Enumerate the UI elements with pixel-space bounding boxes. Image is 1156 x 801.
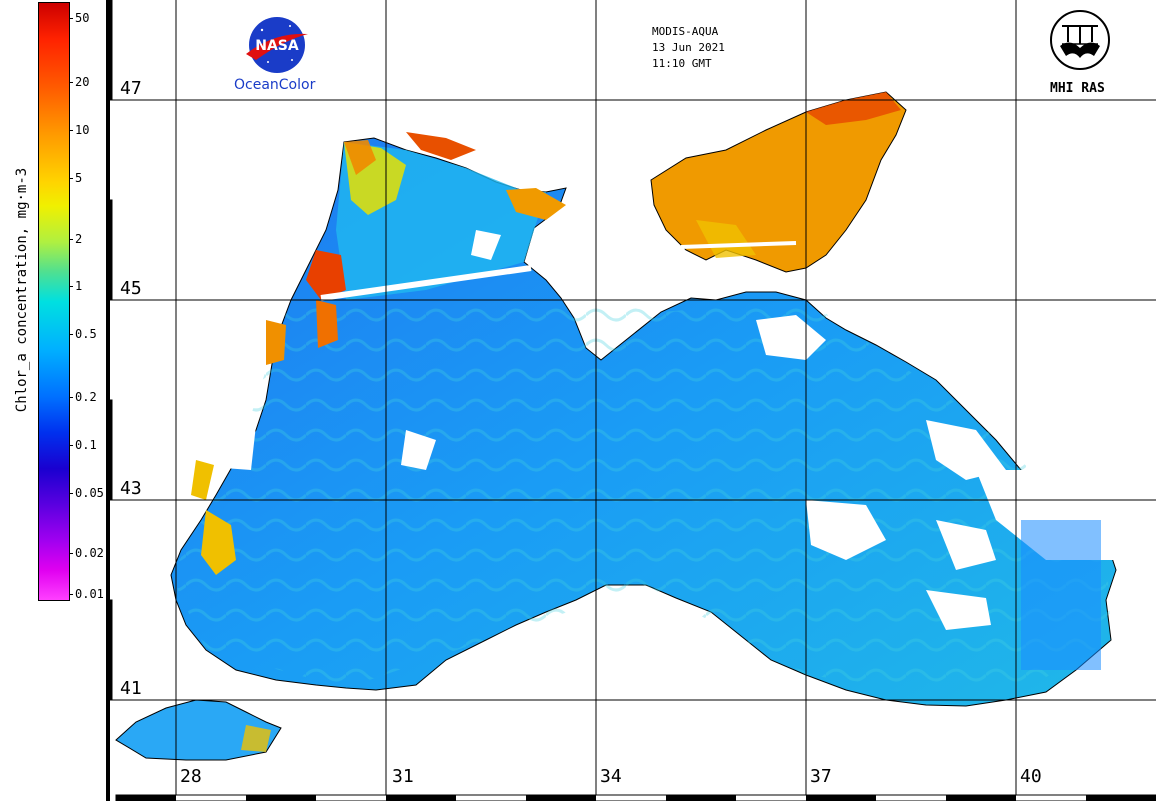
- image-header: MODIS-AQUA 13 Jun 2021 11:10 GMT: [652, 24, 725, 72]
- sensor-name: MODIS-AQUA: [652, 25, 719, 38]
- colorbar-tick: 0.02: [69, 547, 104, 559]
- lon-label: 34: [600, 766, 622, 787]
- colorbar-tick: 50: [69, 12, 89, 24]
- acquisition-date: 13 Jun 2021: [652, 41, 725, 54]
- nasa-logo-icon: NASA: [246, 17, 308, 73]
- lon-label: 40: [1020, 766, 1042, 787]
- colorbar: [38, 2, 70, 601]
- nasa-wordmark: NASA: [255, 38, 299, 54]
- map-canvas: [106, 0, 1156, 801]
- lat-label: 45: [120, 278, 142, 299]
- map-panel: 47 45 43 41 28 31 34 37 40: [106, 0, 1156, 801]
- colorbar-tick: 20: [69, 76, 89, 88]
- colorbar-tick: 0.05: [69, 487, 104, 499]
- colorbar-tick: 0.01: [69, 588, 104, 600]
- graticule: [106, 0, 1156, 795]
- colorbar-ticks: 50 20 10 5 2 1 0.5 0.2 0.1 0.05 0.02 0.0…: [69, 2, 105, 601]
- colorbar-tick: 2: [69, 233, 82, 245]
- lat-label: 43: [120, 478, 142, 499]
- lon-label: 28: [180, 766, 202, 787]
- lat-label: 47: [120, 78, 142, 99]
- mhi-logo-icon: [1050, 10, 1110, 70]
- mhi-ras-label: MHI RAS: [1050, 81, 1105, 96]
- colorbar-tick: 0.2: [69, 391, 97, 403]
- colorbar-tick: 0.5: [69, 328, 97, 340]
- lon-label: 31: [392, 766, 414, 787]
- lat-label: 41: [120, 678, 142, 699]
- colorbar-tick: 1: [69, 280, 82, 292]
- colorbar-tick: 0.1: [69, 439, 97, 451]
- sea-of-marmara: [115, 699, 282, 761]
- swath-gap: [320, 265, 532, 301]
- colorbar-tick: 5: [69, 172, 82, 184]
- colorbar-tick: 10: [69, 124, 89, 136]
- lon-label: 37: [810, 766, 832, 787]
- oceancolor-label: OceanColor: [234, 77, 316, 93]
- colorbar-label: Chlor_a concentration, mg·m-3: [14, 167, 30, 413]
- acquisition-time: 11:10 GMT: [652, 57, 712, 70]
